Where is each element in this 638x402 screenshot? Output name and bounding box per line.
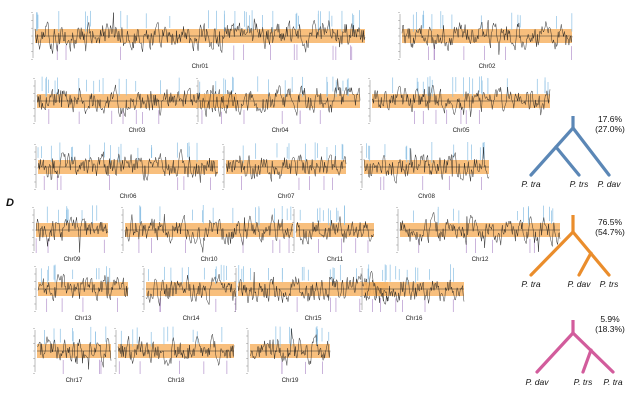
chromosome-panel-chr18: Chr18	[114, 326, 235, 384]
chromosome-label: Chr08	[418, 193, 435, 200]
topology-percent-paren: (27.0%)	[595, 124, 625, 134]
chromosome-label: Chr06	[120, 193, 137, 200]
tree-tip-label: P. trs	[600, 279, 619, 289]
trace-line	[37, 148, 219, 183]
tree-tip-label: P. dav	[567, 279, 591, 289]
chromosome-panel-chr01: Chr01	[31, 10, 366, 70]
tree-branch	[571, 126, 611, 177]
chromosome-label: Chr07	[278, 193, 295, 200]
chromosome-panel-chr09: Chr09	[32, 205, 109, 263]
chromosome-panel-chr14: Chr14	[142, 264, 237, 322]
trace-line	[399, 211, 561, 252]
chromosome-panel-chr06: Chr06	[34, 142, 219, 200]
topology-percent-paren: (18.3%)	[595, 324, 625, 334]
tree-tip-label: P. trs	[570, 179, 589, 189]
trace-line	[225, 154, 347, 182]
chromosome-label: Chr13	[75, 315, 92, 322]
chromosome-panel-chr15: Chr15	[234, 264, 389, 322]
chromosome-panel-chr16: Chr16	[360, 264, 465, 322]
chromosome-label: Chr02	[479, 63, 496, 70]
chromosome-panel-chr13: Chr13	[34, 264, 129, 322]
tree-branch	[554, 145, 581, 177]
trace-line	[401, 20, 573, 55]
tree-tip-label: P. tra	[521, 179, 540, 189]
panel-letter: D	[6, 197, 14, 209]
tree-branch	[571, 331, 615, 374]
chromosome-panel-chr11: Chr11	[292, 205, 375, 263]
chromosome-label: Chr12	[472, 256, 489, 263]
topology-percent-paren: (54.7%)	[595, 227, 625, 237]
tree-branch	[529, 126, 575, 177]
trace-line	[363, 147, 490, 184]
tree-branch	[577, 251, 593, 277]
tree-branch	[581, 348, 593, 374]
trace-line	[363, 270, 465, 304]
chromosome-panel-chr05: Chr05	[368, 76, 551, 134]
chromosome-label: Chr01	[192, 63, 209, 70]
chromosome-label: Chr15	[305, 315, 322, 322]
trace-line	[249, 328, 331, 366]
chromosome-label: Chr10	[201, 256, 218, 263]
topology-percent: 17.6%	[598, 114, 623, 124]
trace-line	[124, 214, 294, 253]
topology-percent: 5.9%	[600, 314, 620, 324]
chromosome-label: Chr19	[282, 377, 299, 384]
chromosome-label: Chr14	[183, 315, 200, 322]
chromosome-panel-chr03: Chr03	[33, 76, 238, 134]
chromosome-label: Chr09	[64, 256, 81, 263]
topology-tree-2: P. tra P. dav P. trs 76.5%(54.7%)	[521, 215, 625, 289]
chromosome-panel-chr12: Chr12	[396, 205, 561, 263]
trace-line	[295, 216, 375, 245]
trace-line	[199, 78, 361, 117]
trace-line	[36, 336, 112, 370]
tree-tip-label: P. trs	[574, 377, 593, 387]
tree-tip-label: P. dav	[525, 377, 549, 387]
chromosome-panel-chr10: Chr10	[121, 205, 294, 263]
chromosome-panel-chr17: Chr17	[33, 326, 112, 384]
tree-tip-label: P. tra	[603, 377, 622, 387]
chromosome-panel-chr07: Chr07	[222, 142, 347, 200]
trace-line	[237, 272, 389, 305]
tree-tip-label: P. dav	[597, 179, 621, 189]
chromosome-panel-chr02: Chr02	[398, 10, 573, 70]
chromosome-label: Chr18	[168, 377, 185, 384]
trace-line	[145, 274, 237, 307]
topology-percent: 76.5%	[598, 217, 623, 227]
trace-line	[35, 216, 109, 253]
topology-tree-1: P. tra P. trs P. dav 17.6%(27.0%)	[521, 114, 625, 189]
tree-tip-label: P. tra	[521, 279, 540, 289]
chromosome-label: Chr17	[66, 377, 83, 384]
topology-tree-3: P. dav P. trs P. tra 5.9%(18.3%)	[525, 314, 625, 387]
chromosome-label: Chr11	[327, 256, 344, 263]
chromosome-label: Chr16	[406, 315, 423, 322]
trace-line	[37, 273, 129, 302]
chromosome-panel-chr08: Chr08	[360, 142, 490, 200]
chromosome-label: Chr05	[453, 127, 470, 134]
trace-line	[34, 12, 366, 54]
chromosome-panel-chr04: Chr04	[196, 76, 361, 134]
chromosome-panel-chr19: Chr19	[246, 326, 331, 384]
tree-branch	[529, 230, 575, 277]
chromosome-label: Chr03	[129, 127, 146, 134]
trace-line	[371, 84, 551, 117]
chromosome-label: Chr04	[272, 127, 289, 134]
trace-line	[117, 333, 235, 367]
chromosome-panels: Chr01 Chr02 Chr03 Chr04 Chr05 Chr06 Chr07 Chr08…	[31, 10, 573, 384]
tree-branch	[535, 331, 575, 374]
